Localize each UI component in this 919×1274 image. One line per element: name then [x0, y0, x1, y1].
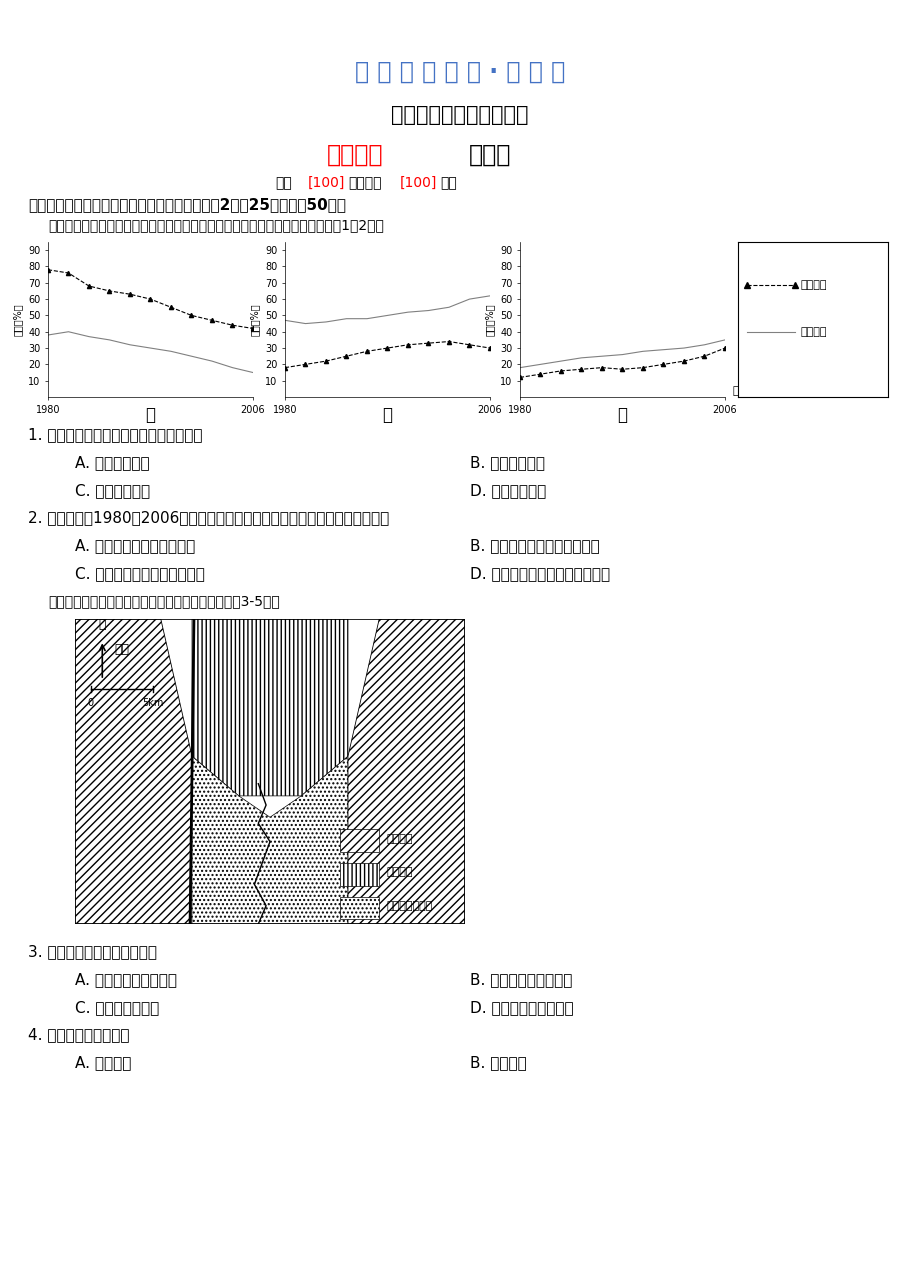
Bar	[340, 897, 379, 920]
Text: 满分: 满分	[275, 176, 291, 190]
Text: B. 第二产业产值比重变化最大: B. 第二产业产值比重变化最大	[470, 539, 599, 553]
Text: [100]: [100]	[308, 176, 345, 190]
Text: [100]: [100]	[400, 176, 437, 190]
Text: 产值比重: 产值比重	[800, 327, 826, 336]
Text: 精 品 地 理 资 料 · 精 校 版: 精 品 地 理 资 料 · 精 校 版	[355, 60, 564, 84]
Text: 黄土台地: 黄土台地	[387, 868, 413, 878]
Polygon shape	[75, 619, 192, 924]
Text: 丙: 丙	[617, 406, 627, 424]
Text: B. 珠江水系: B. 珠江水系	[470, 1055, 527, 1070]
Text: C. 丙是第三产业: C. 丙是第三产业	[75, 484, 150, 498]
Text: 北: 北	[98, 618, 106, 631]
Text: 试题卷: 试题卷	[469, 143, 511, 167]
Bar	[340, 829, 379, 852]
Text: 下图表示我国某河流附近地质状况示意图，读图回答3-5题。: 下图表示我国某河流附近地质状况示意图，读图回答3-5题。	[48, 594, 279, 608]
Text: 乙: 乙	[382, 406, 392, 424]
Text: 4. 图中河流最可能属于: 4. 图中河流最可能属于	[28, 1028, 130, 1042]
Polygon shape	[347, 619, 464, 924]
Text: A. 甲是第二产业: A. 甲是第二产业	[75, 456, 150, 470]
Text: 1. 关于山东省三次产业的判断，正确的是: 1. 关于山东省三次产业的判断，正确的是	[28, 428, 202, 442]
Text: 就业比重: 就业比重	[800, 280, 826, 290]
Text: 高三地理: 高三地理	[326, 143, 383, 167]
Text: C. 第三产业就业比重变化最大: C. 第三产业就业比重变化最大	[75, 567, 205, 581]
Text: C. 由地堑构造形成: C. 由地堑构造形成	[75, 1000, 159, 1015]
Text: A. 第一产业吸纳劳动力增多: A. 第一产业吸纳劳动力增多	[75, 539, 195, 553]
Text: A. 黄河水系: A. 黄河水系	[75, 1055, 131, 1070]
Bar	[340, 862, 379, 885]
Text: 基岩山地: 基岩山地	[387, 833, 413, 843]
Text: 一、单项选择题（每题只有一个正确答案，每题2分，25小题，共50分）: 一、单项选择题（每题只有一个正确答案，每题2分，25小题，共50分）	[28, 197, 346, 213]
Text: D. 甲是第三产业: D. 甲是第三产业	[470, 484, 546, 498]
Text: 3. 图中谷地形成的主要原因是: 3. 图中谷地形成的主要原因是	[28, 944, 157, 959]
Polygon shape	[192, 619, 347, 796]
Text: 下图中的甲、乙、丙为山东省三次产业产值比重与就业比重变化图，读图，回答1～2题。: 下图中的甲、乙、丙为山东省三次产业产值比重与就业比重变化图，读图，回答1～2题。	[48, 218, 383, 232]
Y-axis label: 比重（%）: 比重（%）	[484, 303, 494, 336]
Text: （年）: （年）	[732, 386, 752, 396]
Text: 黄土覆盖的谷地: 黄土覆盖的谷地	[387, 901, 433, 911]
Text: D. 劳动力向第二、第三产业转移: D. 劳动力向第二、第三产业转移	[470, 567, 609, 581]
Text: 甲: 甲	[145, 406, 155, 424]
Polygon shape	[192, 757, 347, 924]
Text: 嘉兴市第一中学期中考试: 嘉兴市第一中学期中考试	[391, 104, 528, 125]
Text: 分钟: 分钟	[439, 176, 456, 190]
Text: 断层: 断层	[114, 643, 129, 656]
Y-axis label: 比重（%）: 比重（%）	[13, 303, 22, 336]
Text: 2. 关于山东省1980～2006年三次产业产值比重与就业比重变化，叙述正确的是: 2. 关于山东省1980～2006年三次产业产值比重与就业比重变化，叙述正确的是	[28, 511, 389, 525]
Text: B. 受挤压向下拗陷形成: B. 受挤压向下拗陷形成	[470, 972, 572, 987]
Text: 5km: 5km	[142, 698, 164, 708]
Text: 0: 0	[87, 698, 94, 708]
Text: 分，时间: 分，时间	[347, 176, 381, 190]
Y-axis label: 比重（%）: 比重（%）	[249, 303, 259, 336]
Text: D. 风力侵蚀和沉积形成: D. 风力侵蚀和沉积形成	[470, 1000, 573, 1015]
Text: B. 乙是第一产业: B. 乙是第一产业	[470, 456, 544, 470]
Text: A. 河流侵蚀和冲积形成: A. 河流侵蚀和冲积形成	[75, 972, 176, 987]
